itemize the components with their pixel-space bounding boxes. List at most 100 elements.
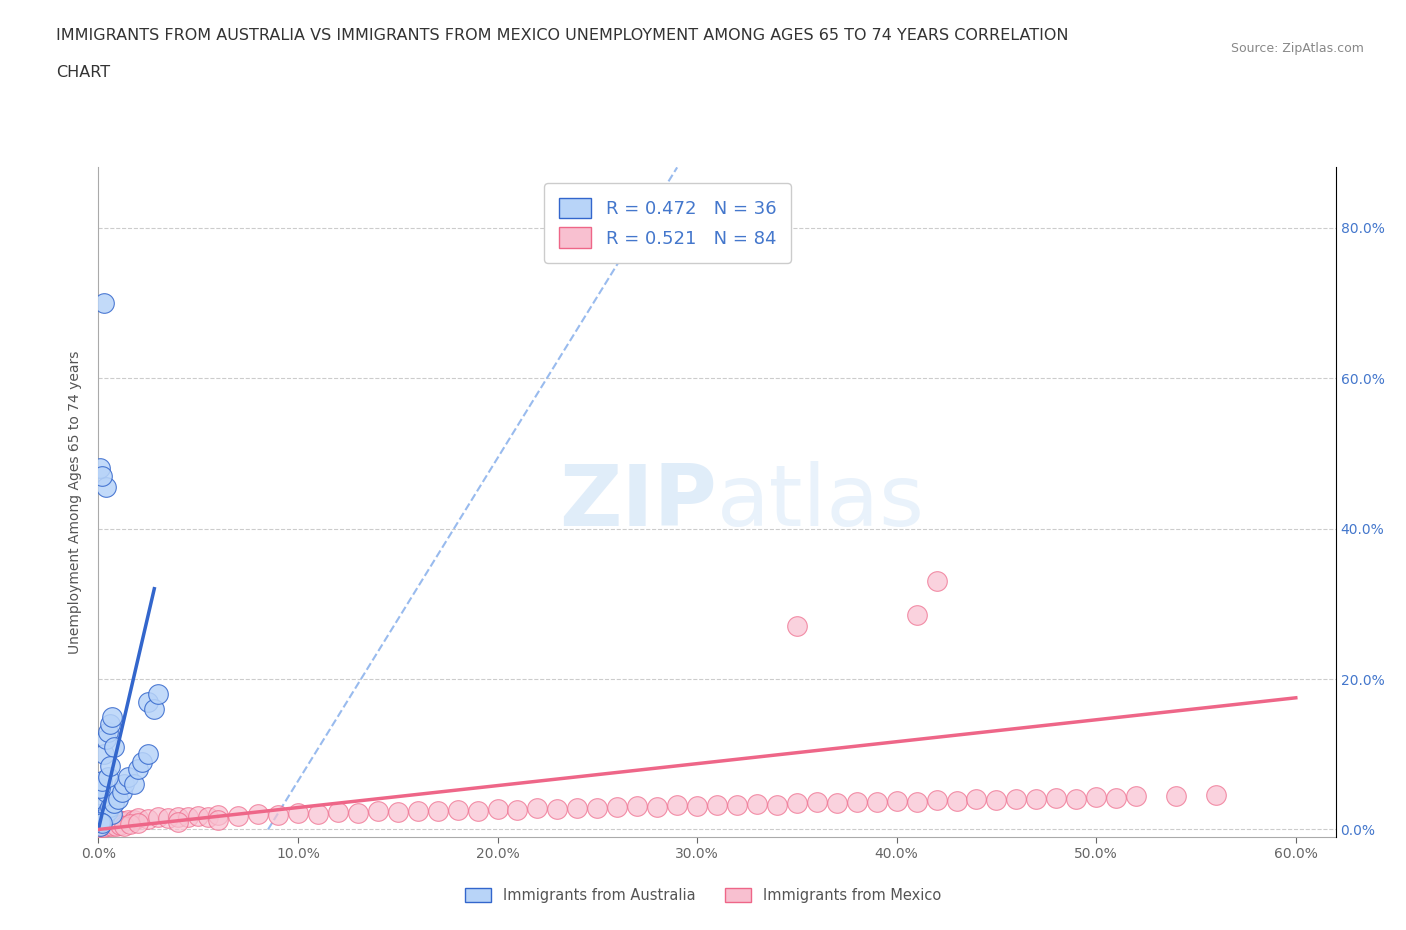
Point [89, 461, 111, 476]
Point [120, 817, 142, 831]
Point [107, 813, 129, 828]
Point [103, 739, 125, 754]
Point [89, 818, 111, 833]
Point [91, 469, 114, 484]
Point [96, 817, 118, 831]
Point [103, 796, 125, 811]
Point [226, 808, 249, 823]
Point [97, 815, 120, 830]
Point [89, 807, 111, 822]
Point [1105, 790, 1128, 805]
Text: IMMIGRANTS FROM AUSTRALIA VS IMMIGRANTS FROM MEXICO UNEMPLOYMENT AMONG AGES 65 T: IMMIGRANTS FROM AUSTRALIA VS IMMIGRANTS … [56, 28, 1069, 43]
Point [93, 296, 115, 311]
Point [866, 795, 889, 810]
Point [806, 795, 828, 810]
Point [100, 816, 122, 830]
Point [526, 801, 548, 816]
Point [91, 816, 114, 830]
Point [845, 794, 868, 809]
Point [267, 808, 290, 823]
Point [136, 812, 159, 827]
Point [110, 817, 132, 832]
Point [143, 701, 166, 716]
Point [586, 801, 609, 816]
Point [1164, 789, 1187, 804]
Point [91, 773, 114, 788]
Point [101, 710, 124, 724]
Point [1064, 791, 1087, 806]
Point [177, 810, 200, 825]
Point [666, 798, 689, 813]
Point [89, 780, 111, 795]
Point [111, 814, 134, 829]
Point [486, 802, 509, 817]
Text: CHART: CHART [56, 65, 110, 80]
Point [766, 797, 789, 812]
Point [207, 808, 229, 823]
Point [197, 809, 219, 824]
Point [287, 805, 309, 820]
Point [167, 809, 190, 824]
Point [101, 807, 124, 822]
Point [111, 784, 134, 799]
Point [96, 732, 118, 747]
Point [91, 819, 114, 834]
Point [112, 777, 135, 791]
Point [96, 480, 118, 495]
Point [91, 792, 114, 807]
Point [103, 816, 125, 830]
Point [89, 818, 111, 833]
Point [925, 574, 948, 589]
Point [148, 810, 170, 825]
Point [1045, 790, 1067, 805]
Point [786, 618, 808, 633]
Point [112, 818, 135, 833]
Point [96, 784, 118, 799]
Point [124, 813, 146, 828]
Point [93, 811, 115, 826]
Point [167, 815, 190, 830]
Text: atlas: atlas [717, 460, 925, 544]
Point [97, 769, 120, 784]
Point [446, 803, 468, 817]
Point [117, 769, 139, 784]
Point [347, 805, 370, 820]
Y-axis label: Unemployment Among Ages 65 to 74 years: Unemployment Among Ages 65 to 74 years [69, 351, 83, 654]
Point [986, 792, 1008, 807]
Point [97, 804, 120, 818]
Text: ZIP: ZIP [560, 460, 717, 544]
Point [105, 818, 128, 833]
Legend: Immigrants from Australia, Immigrants from Mexico: Immigrants from Australia, Immigrants fr… [460, 882, 946, 909]
Point [100, 758, 122, 773]
Point [326, 804, 349, 819]
Point [1005, 791, 1028, 806]
Point [387, 804, 409, 819]
Text: Source: ZipAtlas.com: Source: ZipAtlas.com [1230, 42, 1364, 55]
Point [1025, 792, 1047, 807]
Point [945, 793, 967, 808]
Point [686, 799, 709, 814]
Point [93, 817, 115, 832]
Point [1205, 788, 1227, 803]
Point [157, 811, 180, 826]
Point [127, 762, 149, 777]
Point [148, 686, 170, 701]
Point [506, 803, 529, 817]
Point [127, 816, 149, 830]
Point [93, 747, 115, 762]
Point [127, 811, 149, 826]
Point [131, 754, 153, 769]
Point [467, 804, 489, 818]
Point [825, 796, 848, 811]
Point [89, 815, 111, 830]
Point [905, 607, 928, 622]
Point [905, 794, 928, 809]
Point [91, 816, 114, 830]
Point [117, 812, 139, 827]
Point [97, 724, 120, 739]
Point [187, 808, 209, 823]
Point [97, 818, 120, 833]
Point [966, 792, 988, 807]
Legend: R = 0.472   N = 36, R = 0.521   N = 84: R = 0.472 N = 36, R = 0.521 N = 84 [544, 183, 790, 263]
Point [606, 800, 628, 815]
